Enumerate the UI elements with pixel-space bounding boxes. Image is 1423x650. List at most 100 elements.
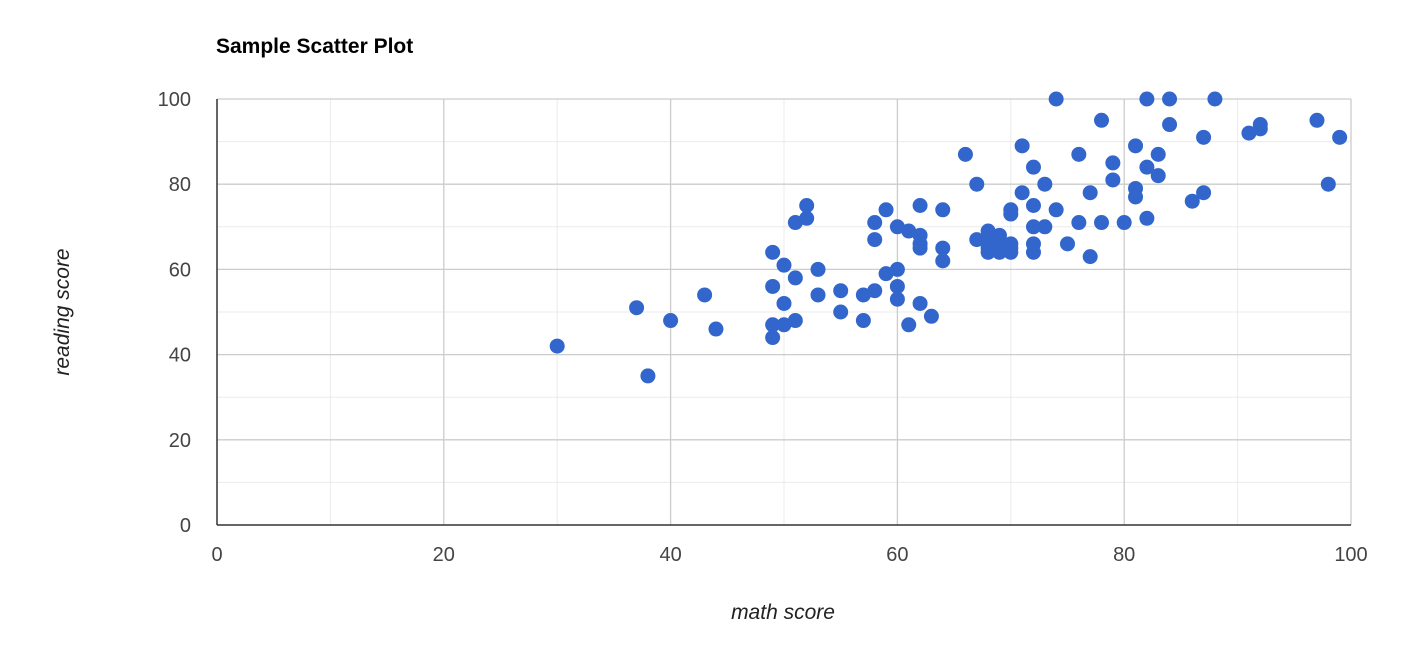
data-point xyxy=(1025,198,1041,213)
data-point xyxy=(1037,219,1053,235)
data-point xyxy=(799,198,815,213)
data-point xyxy=(810,287,826,303)
data-point xyxy=(833,304,849,320)
data-point xyxy=(935,202,951,218)
data-point xyxy=(1105,155,1121,171)
data-point xyxy=(912,295,928,311)
data-point xyxy=(1003,206,1019,222)
data-point xyxy=(1014,185,1030,201)
data-point xyxy=(765,317,781,333)
data-point xyxy=(867,232,883,248)
data-point xyxy=(1116,215,1132,231)
data-point xyxy=(1037,176,1053,192)
data-point xyxy=(935,253,951,269)
data-point xyxy=(787,270,803,286)
data-point xyxy=(889,291,905,307)
data-points xyxy=(549,91,1348,384)
data-point xyxy=(1241,125,1257,141)
y-tick-label: 0 xyxy=(180,515,191,537)
data-point xyxy=(765,330,781,346)
data-point xyxy=(1060,236,1075,252)
data-point xyxy=(867,283,883,299)
data-point xyxy=(867,215,883,231)
data-point xyxy=(889,261,905,277)
data-point xyxy=(776,295,792,311)
data-point xyxy=(1196,129,1212,145)
data-point xyxy=(1196,185,1212,201)
data-point xyxy=(1320,176,1336,192)
data-point xyxy=(855,287,871,303)
data-point xyxy=(549,338,565,354)
x-tick-label: 20 xyxy=(433,544,455,566)
data-point xyxy=(1252,121,1268,137)
data-point xyxy=(1139,159,1155,175)
data-point xyxy=(1139,210,1155,226)
data-point xyxy=(855,313,871,329)
data-point xyxy=(901,223,917,239)
data-point xyxy=(878,202,894,218)
data-point xyxy=(889,219,905,235)
data-point xyxy=(776,257,792,273)
chart-title: Sample Scatter Plot xyxy=(216,35,413,58)
data-point xyxy=(1128,189,1144,205)
data-point xyxy=(629,300,645,316)
data-point xyxy=(1332,129,1348,145)
data-point xyxy=(1014,138,1030,154)
data-point xyxy=(799,210,815,226)
data-point xyxy=(787,215,803,231)
data-point xyxy=(1094,215,1110,231)
data-point xyxy=(1048,202,1064,218)
data-point xyxy=(1184,193,1200,209)
x-tick-label: 100 xyxy=(1334,544,1367,566)
data-point xyxy=(776,317,792,333)
x-tick-label: 0 xyxy=(211,544,222,566)
y-tick-label: 100 xyxy=(158,89,191,111)
data-point xyxy=(1139,91,1155,107)
data-point xyxy=(889,278,905,294)
data-point xyxy=(1162,117,1178,133)
data-point xyxy=(1105,172,1121,188)
data-point xyxy=(1309,112,1325,128)
x-axis-title: math score xyxy=(731,601,835,624)
x-tick-label: 80 xyxy=(1113,544,1135,566)
data-point xyxy=(1162,91,1178,107)
data-point xyxy=(1150,168,1166,184)
y-tick-label: 20 xyxy=(169,430,191,452)
data-point xyxy=(1094,112,1110,128)
data-point xyxy=(1025,159,1041,175)
data-point xyxy=(980,244,996,260)
data-point xyxy=(1003,244,1019,260)
data-point xyxy=(1025,219,1041,235)
tick-labels: 0 20 40 60 80 100 0 20 40 60 80 100 xyxy=(158,89,1368,566)
data-point xyxy=(901,317,917,333)
data-point xyxy=(810,261,826,277)
grid xyxy=(216,98,1352,526)
data-point xyxy=(1071,215,1087,231)
data-point xyxy=(923,308,939,324)
data-point xyxy=(833,283,849,299)
x-tick-label: 60 xyxy=(886,544,908,566)
data-point xyxy=(1071,146,1087,162)
data-point xyxy=(969,176,985,192)
data-point xyxy=(765,244,781,260)
data-point xyxy=(1082,185,1098,201)
y-tick-label: 80 xyxy=(169,174,191,196)
data-point xyxy=(969,232,985,248)
data-point xyxy=(912,198,928,213)
data-point xyxy=(1207,91,1223,107)
data-point xyxy=(878,266,894,282)
data-point xyxy=(1128,138,1144,154)
y-tick-label: 60 xyxy=(169,259,191,281)
data-point xyxy=(765,278,781,294)
data-point xyxy=(1025,244,1041,260)
y-tick-label: 40 xyxy=(169,345,191,367)
x-tick-label: 40 xyxy=(659,544,681,566)
data-point xyxy=(935,240,951,256)
data-point xyxy=(957,146,973,162)
data-point xyxy=(787,313,803,329)
data-point xyxy=(640,368,656,384)
data-point xyxy=(697,287,713,303)
data-point xyxy=(912,240,928,256)
data-point xyxy=(1048,91,1064,107)
